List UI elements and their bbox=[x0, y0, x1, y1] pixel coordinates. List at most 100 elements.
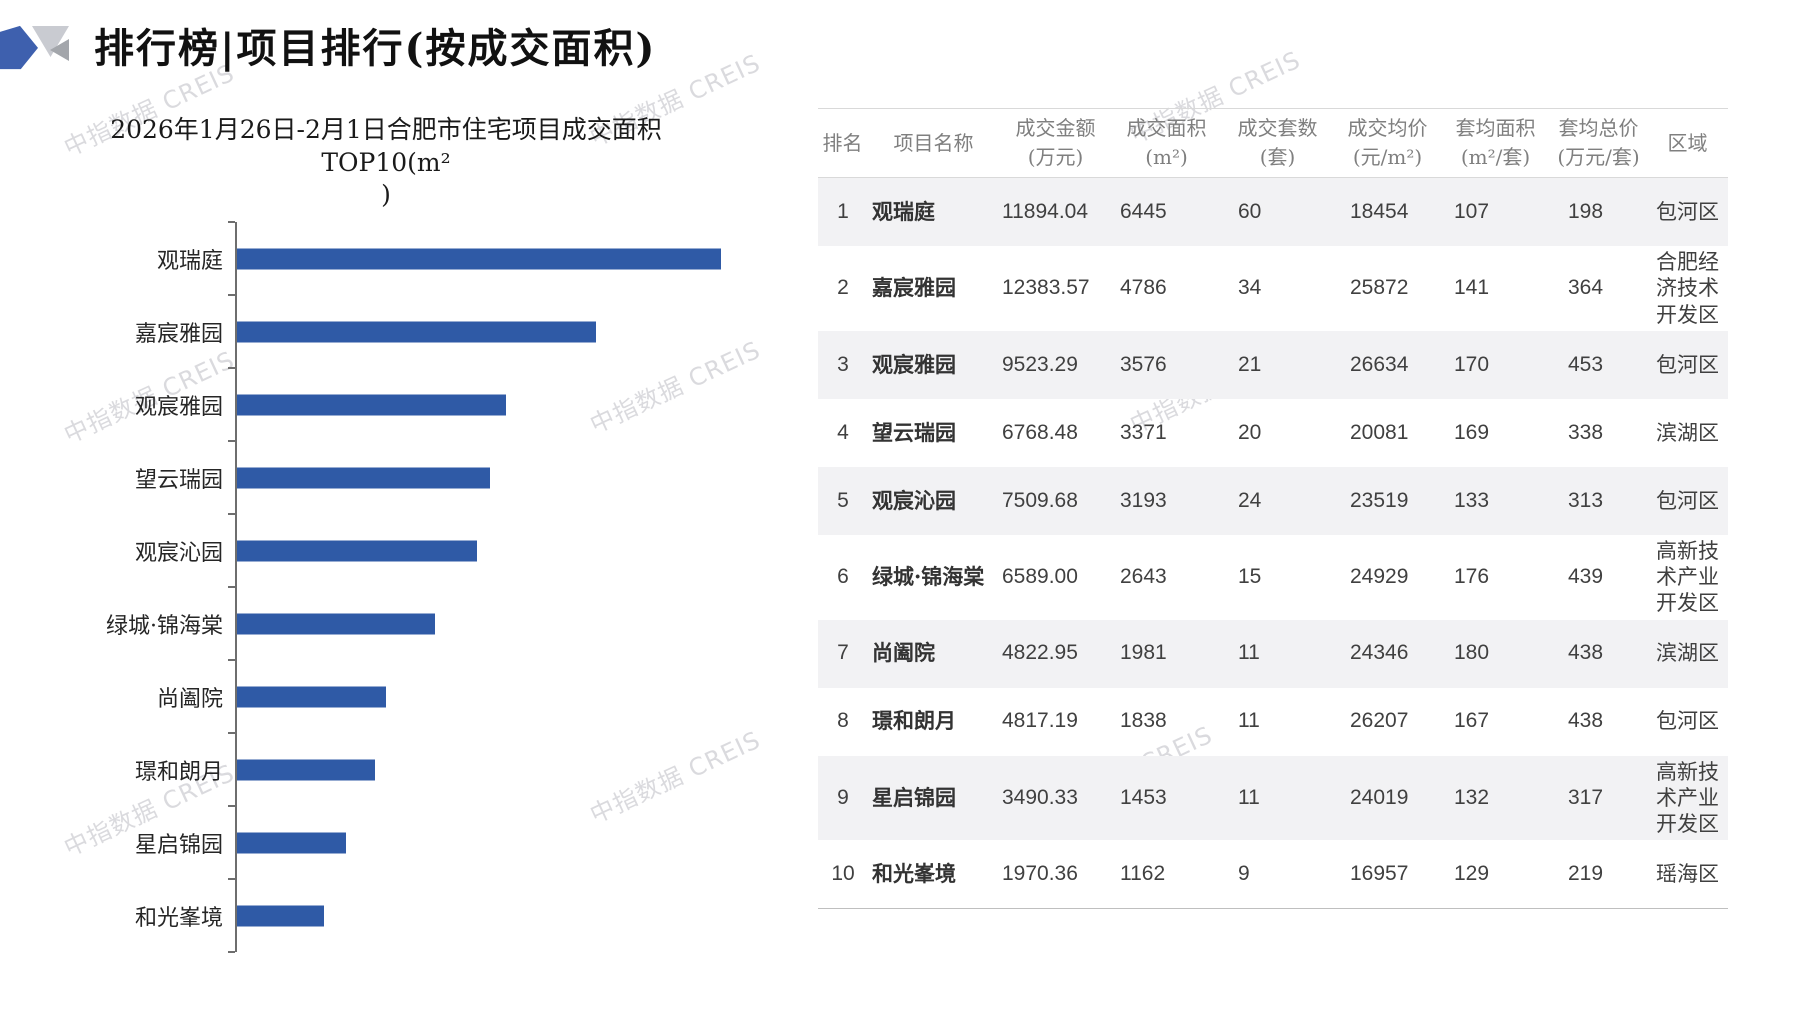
table-cell-amount: 6768.48 bbox=[1002, 420, 1078, 444]
table-cell-units: 34 bbox=[1238, 276, 1262, 300]
column-header-area: 成交面积 (m²) bbox=[1126, 116, 1207, 169]
logo-blue-shape bbox=[0, 25, 38, 70]
table-cell-units: 11 bbox=[1238, 785, 1260, 809]
table-cell-avg_area: 107 bbox=[1454, 199, 1490, 223]
chart-category-label: 观宸沁园 bbox=[134, 540, 223, 566]
table-cell-avg_price: 18454 bbox=[1350, 199, 1409, 223]
chart-row: 望云瑞园 bbox=[40, 440, 740, 514]
table-cell-amount: 6589.00 bbox=[1002, 565, 1078, 588]
table-cell-name: 绿城·锦海棠 bbox=[872, 564, 985, 589]
table-cell-avg_price: 26634 bbox=[1350, 352, 1409, 376]
chart-track bbox=[228, 805, 740, 879]
bar-chart: 观瑞庭 嘉宸雅园 观宸雅园 望云瑞园 观宸沁园 绿城·锦海棠 尚阖院 璟和朗月 星启锦园 和光峯境 bbox=[40, 221, 740, 953]
table-cell-units: 60 bbox=[1238, 199, 1262, 223]
table-cell-amount: 11894.04 bbox=[1002, 199, 1089, 223]
chart-category-label: 观宸雅园 bbox=[134, 394, 223, 420]
chart-bar bbox=[237, 394, 506, 415]
chart-row: 星启锦园 bbox=[40, 805, 740, 879]
chart-row: 观宸沁园 bbox=[40, 513, 740, 587]
table-row: 4 望云瑞园 6768.48 3371 20 20081 169 338 滨湖区 bbox=[818, 399, 1728, 467]
table-cell-avg_area: 129 bbox=[1454, 862, 1490, 886]
chart-bar bbox=[237, 613, 435, 634]
table-row: 3 观宸雅园 9523.29 3576 21 26634 170 453 包河区 bbox=[818, 330, 1728, 399]
chart-track bbox=[228, 367, 740, 441]
table-cell-avg_price: 25872 bbox=[1350, 276, 1409, 300]
table-cell-avg_total: 364 bbox=[1568, 276, 1604, 300]
table-cell-district: 包河区 bbox=[1656, 199, 1719, 224]
column-header-avg_area: 套均面积 (m²/套) bbox=[1455, 116, 1536, 169]
chart-track bbox=[228, 732, 740, 806]
table-cell-amount: 1970.36 bbox=[1002, 862, 1078, 886]
chart-track bbox=[228, 878, 740, 953]
table-cell-units: 24 bbox=[1238, 488, 1262, 512]
table-cell-district: 包河区 bbox=[1656, 352, 1719, 377]
chart-row: 璟和朗月 bbox=[40, 732, 740, 806]
table-cell-avg_total: 338 bbox=[1568, 420, 1604, 444]
table-cell-amount: 12383.57 bbox=[1002, 276, 1090, 300]
table-row: 6 绿城·锦海棠 6589.00 2643 15 24929 176 439 高新技术产业开发区 bbox=[818, 535, 1728, 620]
chart-category-label: 望云瑞园 bbox=[134, 467, 223, 493]
table-cell-rank: 2 bbox=[837, 276, 849, 300]
chart-category-label: 和光峯境 bbox=[134, 905, 223, 931]
chart-category-label: 星启锦园 bbox=[134, 832, 223, 858]
table-row: 9 星启锦园 3490.33 1453 11 24019 132 317 高新技术产业开发区 bbox=[818, 755, 1728, 841]
chart-track bbox=[228, 294, 740, 368]
chart-category-label: 嘉宸雅园 bbox=[134, 321, 223, 347]
chart-bar bbox=[237, 905, 324, 926]
column-header-avg_price: 成交均价 (元/m²) bbox=[1347, 116, 1428, 169]
table-cell-area: 1838 bbox=[1120, 709, 1167, 733]
chart-bar bbox=[237, 540, 477, 561]
table-cell-avg_price: 23519 bbox=[1350, 488, 1409, 512]
table-row: 1 观瑞庭 11894.04 6445 60 18454 107 198 包河区 bbox=[818, 178, 1728, 246]
table-row: 10 和光峯境 1970.36 1162 9 16957 129 219 瑶海区 bbox=[818, 840, 1728, 908]
chart-row: 尚阖院 bbox=[40, 659, 740, 733]
table-cell-avg_area: 170 bbox=[1454, 352, 1490, 376]
chart-bar bbox=[237, 759, 375, 780]
chart-bar bbox=[237, 248, 721, 269]
table-cell-area: 1162 bbox=[1120, 862, 1166, 886]
table-cell-avg_price: 26207 bbox=[1350, 709, 1409, 733]
table-cell-area: 3371 bbox=[1120, 420, 1167, 444]
chart-track bbox=[228, 659, 740, 733]
table-cell-name: 和光峯境 bbox=[872, 861, 956, 887]
table-cell-avg_total: 438 bbox=[1568, 709, 1604, 733]
chart-bar bbox=[237, 467, 490, 488]
table-cell-avg_total: 453 bbox=[1568, 352, 1604, 376]
chart-track bbox=[228, 586, 740, 660]
table-cell-units: 11 bbox=[1238, 641, 1260, 665]
table-body: 1 观瑞庭 11894.04 6445 60 18454 107 198 包河区 2 嘉宸雅园 123… bbox=[818, 178, 1728, 910]
column-header-name: 项目名称 bbox=[893, 130, 974, 155]
table-cell-avg_total: 439 bbox=[1568, 565, 1604, 588]
table-cell-units: 15 bbox=[1238, 565, 1262, 588]
chart-row: 绿城·锦海棠 bbox=[40, 586, 740, 660]
table-cell-avg_area: 180 bbox=[1454, 641, 1490, 665]
table-cell-amount: 3490.33 bbox=[1002, 785, 1078, 809]
table-cell-rank: 7 bbox=[837, 641, 849, 665]
table-row: 7 尚阖院 4822.95 1981 11 24346 180 438 滨湖区 bbox=[818, 619, 1728, 688]
table-cell-district: 合肥经济技术开发区 bbox=[1656, 250, 1719, 327]
table-cell-rank: 8 bbox=[837, 709, 849, 733]
table-cell-name: 嘉宸雅园 bbox=[872, 275, 956, 301]
table-cell-avg_total: 313 bbox=[1568, 488, 1604, 512]
table-cell-rank: 5 bbox=[837, 488, 849, 512]
table-cell-rank: 9 bbox=[837, 785, 849, 809]
table-cell-area: 3193 bbox=[1120, 488, 1167, 512]
table-cell-district: 包河区 bbox=[1656, 488, 1719, 513]
page-title: 排行榜|项目排行(按成交面积) bbox=[94, 25, 657, 72]
table-cell-area: 3576 bbox=[1120, 352, 1167, 376]
table-cell-name: 望云瑞园 bbox=[872, 419, 956, 445]
table-cell-area: 6445 bbox=[1120, 199, 1167, 223]
table-cell-name: 观宸雅园 bbox=[872, 351, 956, 377]
table-cell-avg_total: 438 bbox=[1568, 641, 1604, 665]
table-cell-avg_area: 169 bbox=[1454, 420, 1490, 444]
table-cell-units: 9 bbox=[1238, 862, 1250, 886]
table-cell-district: 包河区 bbox=[1656, 709, 1719, 734]
table-cell-name: 观宸沁园 bbox=[872, 487, 956, 513]
table-cell-area: 1981 bbox=[1120, 641, 1167, 665]
chart-bar bbox=[237, 686, 386, 707]
table-cell-amount: 4822.95 bbox=[1002, 641, 1078, 665]
ranking-table: 排名 项目名称 成交金额 (万元) 成交面积 (m²) 成交套数 (套) 成交均价 (元/… bbox=[818, 108, 1728, 910]
table-row: 5 观宸沁园 7509.68 3193 24 23519 133 313 包河区 bbox=[818, 466, 1728, 535]
table-cell-district: 瑶海区 bbox=[1656, 862, 1719, 887]
